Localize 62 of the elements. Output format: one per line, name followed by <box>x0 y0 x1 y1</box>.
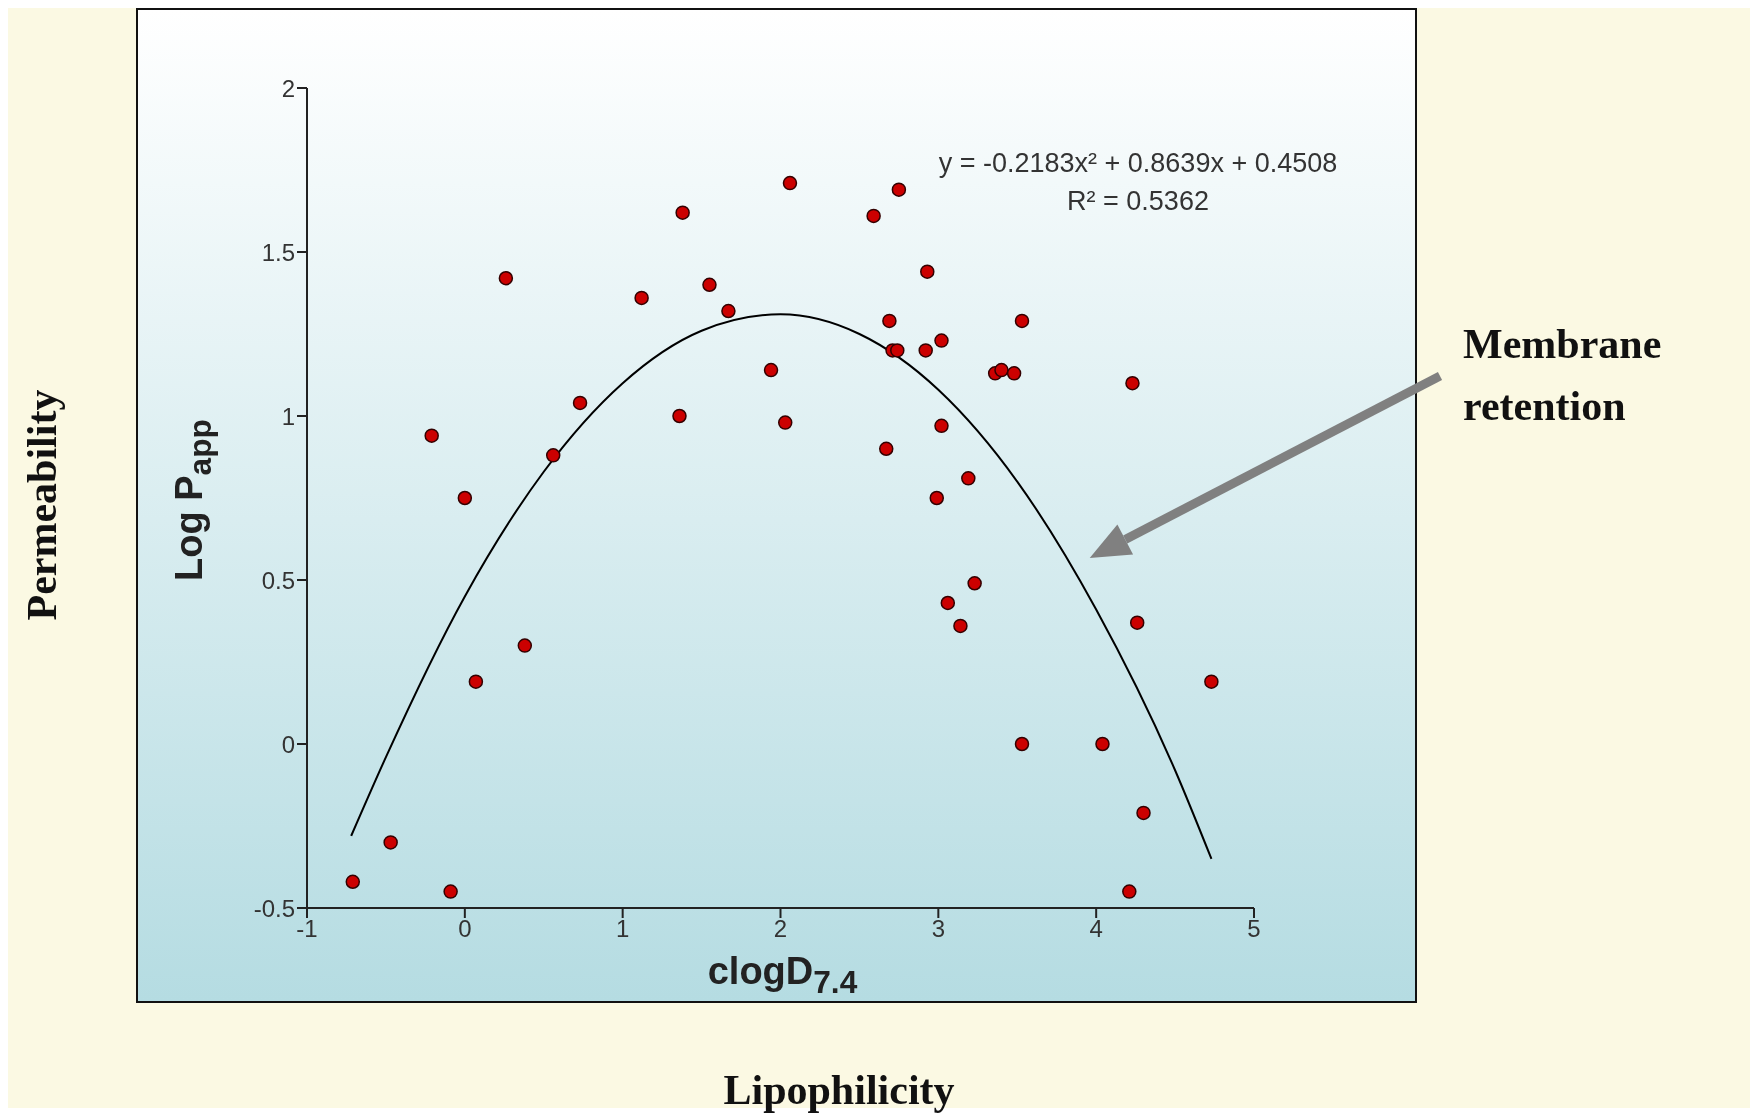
point <box>1006 366 1022 381</box>
point <box>572 395 588 411</box>
y-tick-label: 1.5 <box>261 238 295 266</box>
line-series <box>350 313 1213 860</box>
x-tick-label: 1 <box>615 915 630 943</box>
point <box>443 884 458 899</box>
y-tick-label: 2 <box>281 74 295 102</box>
point <box>918 343 933 358</box>
point <box>891 182 907 197</box>
point <box>1125 375 1140 391</box>
x-tick-label: 3 <box>931 915 946 943</box>
point <box>882 313 897 329</box>
x-tick-label: 0 <box>458 915 472 943</box>
point <box>1129 615 1145 630</box>
annotation: R² = 0.5362 <box>1066 186 1210 217</box>
y-tick-label: 0 <box>281 730 295 758</box>
point <box>1095 736 1110 752</box>
y-tick-label: 0.5 <box>261 566 295 594</box>
point <box>702 277 717 293</box>
point <box>782 175 798 191</box>
x-axis-title: clogD$_{7.4}$ <box>706 950 859 1001</box>
x-tick-label: -1 <box>296 915 318 943</box>
point <box>961 471 976 486</box>
point <box>383 835 398 850</box>
point <box>545 448 561 463</box>
point <box>345 874 361 890</box>
point <box>517 638 533 653</box>
x-tick-label: 5 <box>1247 915 1261 943</box>
point <box>890 343 905 358</box>
point <box>934 418 949 434</box>
text: Membrane retention <box>1463 320 1663 431</box>
point <box>763 362 779 378</box>
annotation: y = -0.2183x² + 0.8639x + 0.4508 <box>937 148 1339 179</box>
text: Permeability <box>18 388 66 623</box>
point <box>967 576 982 591</box>
point <box>994 362 1009 378</box>
point <box>1122 884 1137 899</box>
point <box>498 270 514 286</box>
point <box>1014 736 1030 752</box>
point <box>1136 805 1151 821</box>
point <box>879 441 894 457</box>
point <box>675 205 690 220</box>
x-tick-label: 4 <box>1089 915 1103 943</box>
x-tick-label: 2 <box>773 915 788 943</box>
y-tick-label: -0.5 <box>253 894 295 922</box>
text: Lipophilicity <box>722 1066 956 1114</box>
point <box>424 428 439 443</box>
point <box>866 208 881 224</box>
point <box>777 415 793 430</box>
point <box>672 408 687 424</box>
point <box>457 490 473 506</box>
y-tick-label: 1 <box>281 402 295 430</box>
point <box>920 264 935 279</box>
point <box>934 333 949 348</box>
point <box>940 595 956 611</box>
point <box>1204 674 1219 689</box>
point <box>1014 313 1030 329</box>
point <box>721 303 736 319</box>
point <box>929 490 945 506</box>
point <box>953 618 968 634</box>
point <box>634 290 649 306</box>
point <box>468 674 484 689</box>
